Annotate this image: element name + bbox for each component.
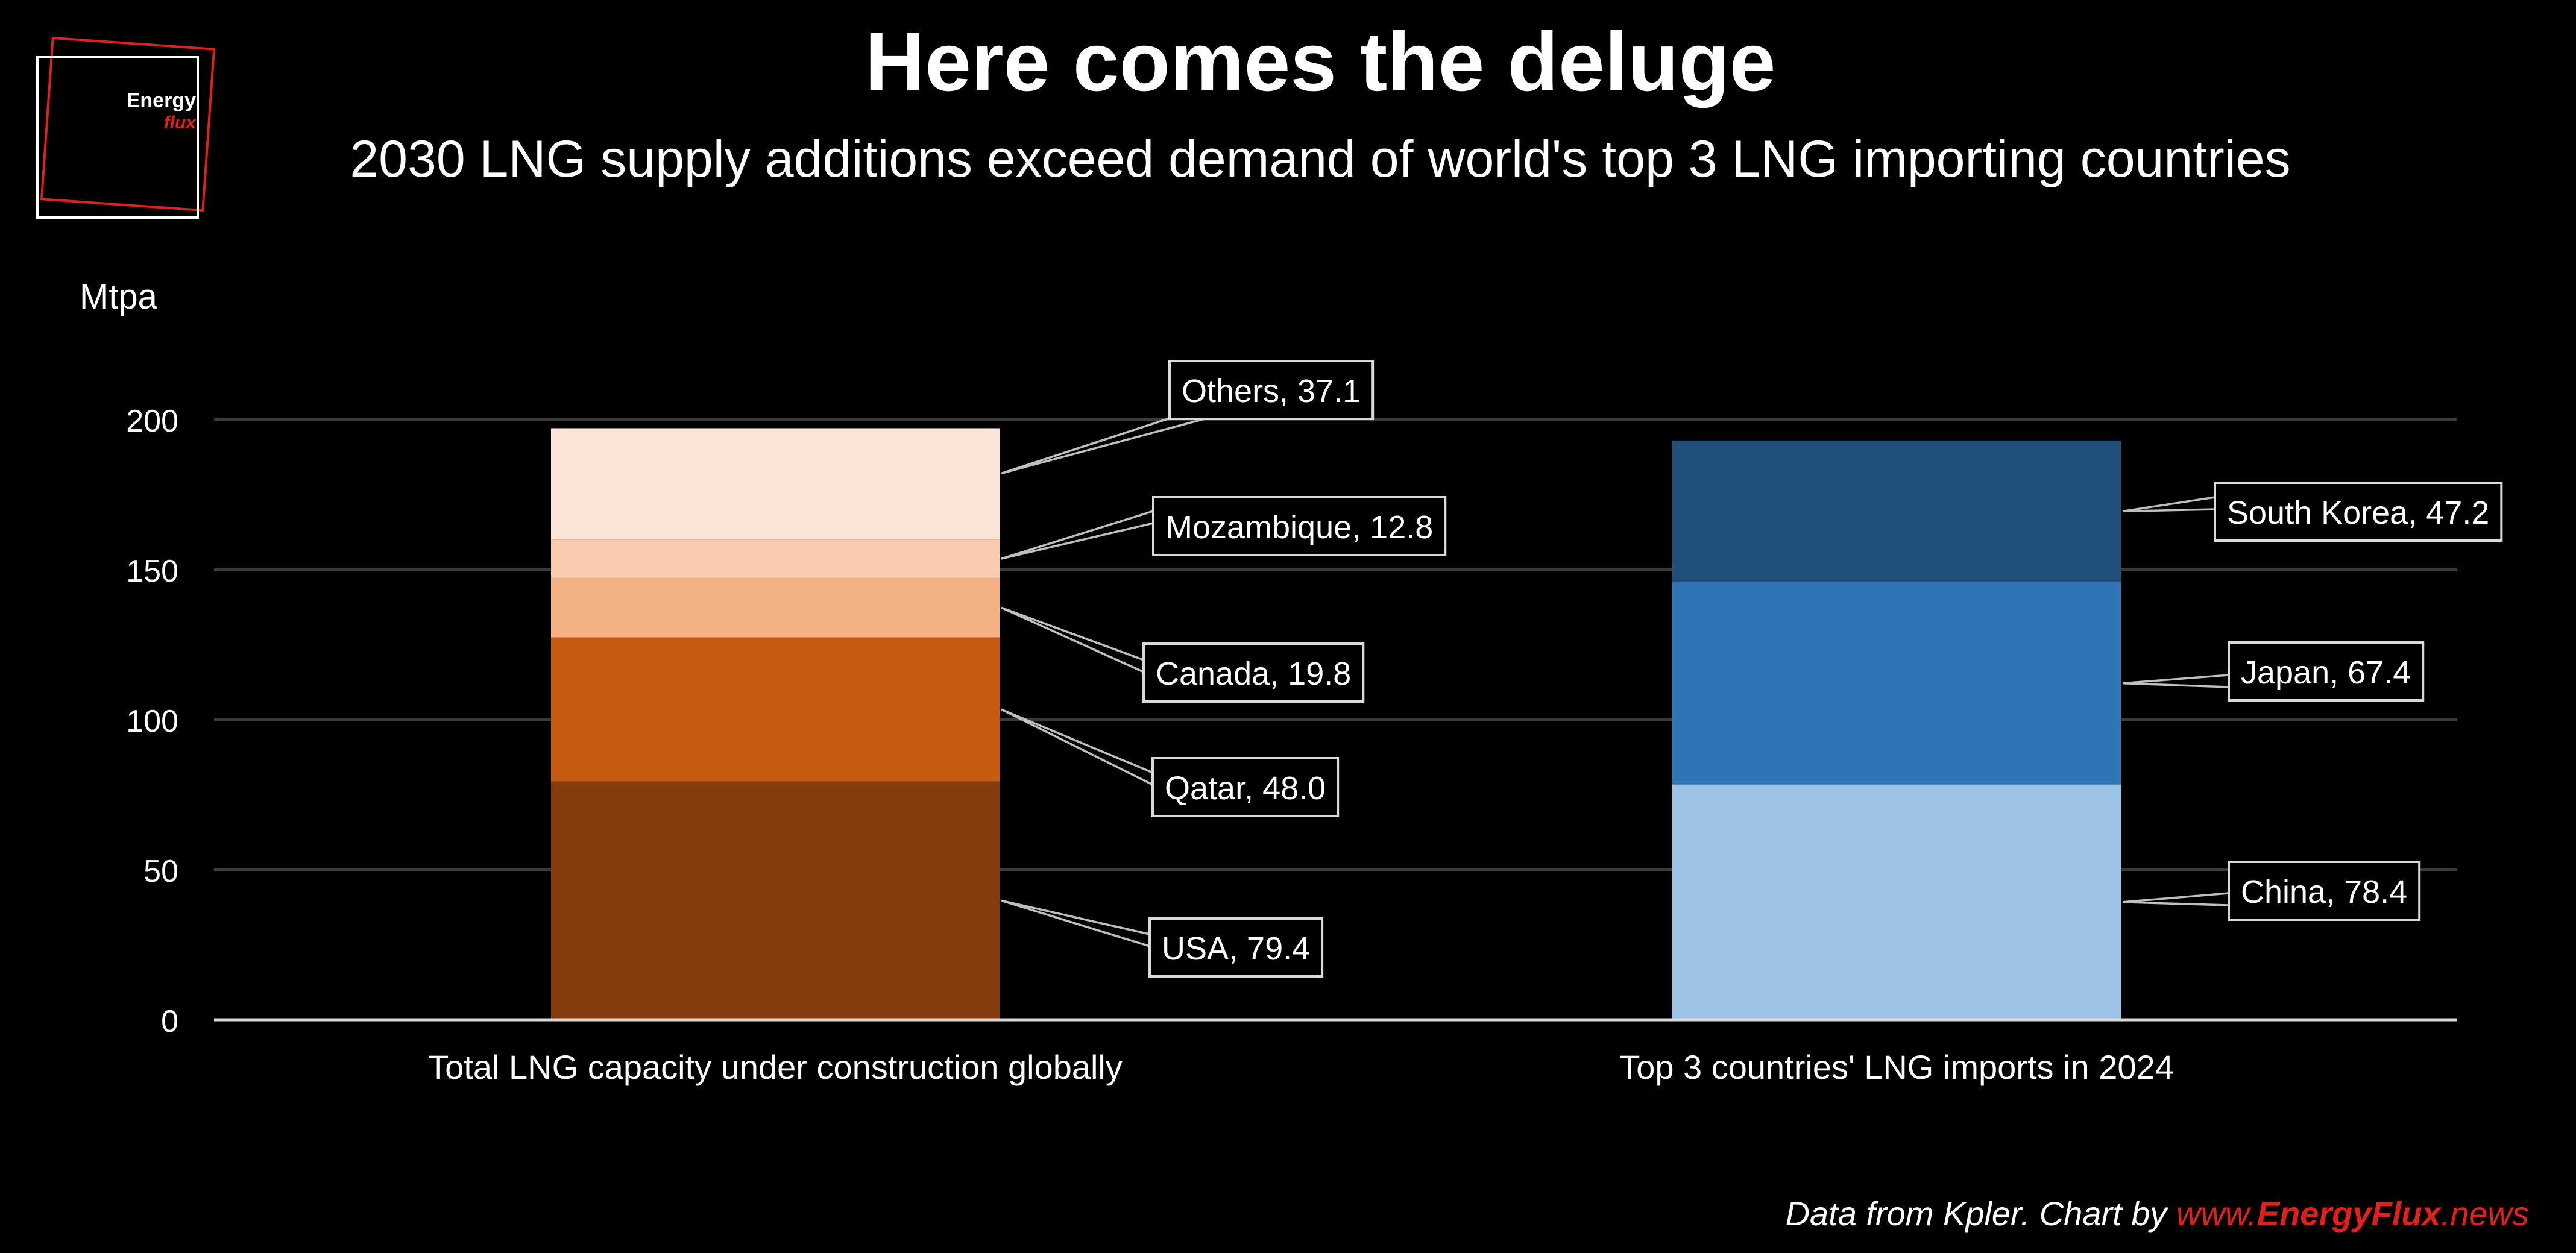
footer-prefix: Data from Kpler. Chart by [1786,1195,2176,1233]
data-label-text: Qatar, 48.0 [1165,770,1326,806]
footer-link-www[interactable]: www. [2176,1195,2257,1233]
bar-segment-qatar [551,637,1000,782]
data-label-box [2228,641,2425,702]
data-label-text: Japan, 67.4 [2241,655,2411,691]
chart-subtitle: 2030 LNG supply additions exceed demand … [350,130,2290,188]
y-axis-ticks: 0 50 100 150 200 [126,404,178,1039]
bar-segment-canada [551,577,1000,638]
data-label: USA, 79.4 [1148,917,1324,978]
data-label: Canada, 19.8 [1142,642,1365,703]
x-tick-label: Total LNG capacity under construction gl… [428,1048,1123,1086]
leader-line [2122,495,2216,513]
bar-segment-japan [1672,582,2121,785]
leader-line [1001,899,1151,948]
data-label: Mozambique, 12.8 [1152,496,1447,556]
y-tick-label: 150 [126,554,178,589]
bar-segment-others [551,428,1000,540]
data-label-text: USA, 79.4 [1162,931,1310,967]
y-axis-label: Mtpa [80,277,158,316]
logo-text-flux: flux [164,113,197,133]
leader-line [1001,606,1145,674]
logo-text-energy: Energy [127,89,196,112]
data-label: Japan, 67.4 [2228,641,2425,702]
data-label-box [1152,496,1447,556]
bar-stacks [551,428,2121,1020]
bar-segment-south-korea [1672,440,2121,582]
bar-segment-usa [551,781,1000,1020]
x-tick-label: Top 3 countries' LNG imports in 2024 [1619,1048,2174,1086]
data-label-box [1142,642,1365,703]
data-label: South Korea, 47.2 [2214,482,2503,542]
logo-frame-inner [36,56,199,219]
data-label-box [1151,757,1340,817]
data-label: Qatar, 48.0 [1151,757,1340,817]
data-label-box [2228,861,2421,921]
footer-link-brand[interactable]: EnergyFlux [2257,1195,2443,1233]
data-label-box [1168,360,1375,420]
y-tick-label: 200 [126,404,178,439]
data-label-text: Others, 37.1 [1182,373,1361,409]
footer-link-tld[interactable]: .news [2441,1195,2529,1233]
data-label-text: Canada, 19.8 [1156,656,1351,692]
data-label: China, 78.4 [2228,861,2421,921]
data-label-box [1148,917,1324,978]
data-label-text: South Korea, 47.2 [2227,495,2489,531]
y-tick-label: 0 [161,1004,178,1039]
y-tick-label: 100 [126,704,178,739]
data-labels: USA, 79.4 Qatar, 48.0 Canada, 19.8 Mozambiq… [1142,360,2503,978]
y-tick-label: 50 [143,854,178,889]
data-label-text: Mozambique, 12.8 [1165,509,1433,545]
bar-segment-china [1672,784,2121,1020]
chart-title: Here comes the deluge [865,16,1776,108]
leader-line [2122,674,2230,688]
data-label-text: China, 78.4 [2241,874,2407,910]
bar-segment-mozambique [551,539,1000,578]
leader-line [2122,892,2230,906]
data-label-box [2214,482,2503,542]
energyflux-logo: Energy flux [36,36,216,219]
data-label: Others, 37.1 [1168,360,1375,420]
x-axis-ticks: Total LNG capacity under construction gl… [428,1048,2174,1086]
leader-line [1001,509,1154,560]
logo-frame-outer [40,36,216,212]
footer-credit: Data from Kpler. Chart by www.EnergyFlux… [1786,1195,2529,1233]
